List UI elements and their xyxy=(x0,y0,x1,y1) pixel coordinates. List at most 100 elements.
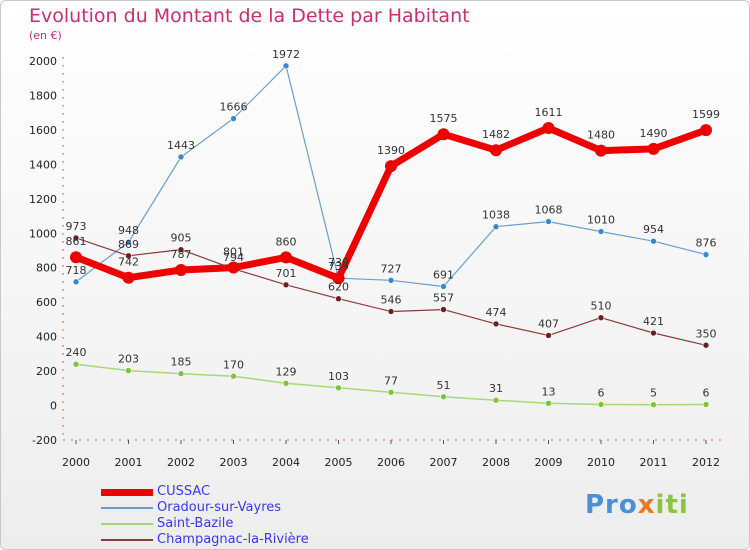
data-label: 860 xyxy=(276,235,297,248)
data-point xyxy=(702,251,710,258)
data-label: 6 xyxy=(598,387,605,400)
chart-title: Evolution du Montant de la Dette par Hab… xyxy=(29,5,470,27)
data-label: 794 xyxy=(223,251,244,264)
data-label: 876 xyxy=(696,237,717,250)
data-label: 691 xyxy=(433,269,454,282)
data-label: 739 xyxy=(328,256,349,269)
data-point xyxy=(440,283,447,290)
y-tick-label: 1000 xyxy=(29,227,57,240)
data-label: 203 xyxy=(118,353,139,366)
legend-swatch xyxy=(101,539,153,541)
line-chart: -200 0 200 400 600 800 1000 1200 1400 1600 1800 200… xyxy=(29,48,723,469)
data-label: 1390 xyxy=(377,144,405,157)
x-tick-label: 2011 xyxy=(640,456,668,469)
data-label: 13 xyxy=(542,385,556,398)
data-point xyxy=(335,384,342,392)
data-point xyxy=(650,237,657,245)
data-label: 973 xyxy=(66,220,87,233)
x-tick-label: 2004 xyxy=(272,456,300,469)
data-label: 718 xyxy=(66,264,87,277)
data-label: 869 xyxy=(118,238,139,251)
data-point xyxy=(72,360,80,368)
data-label: 1482 xyxy=(482,128,510,141)
data-point xyxy=(230,115,237,122)
data-label: 1480 xyxy=(587,129,615,142)
y-tick-label: 1200 xyxy=(29,193,57,206)
x-tick-label: 2000 xyxy=(62,456,90,469)
data-label: 240 xyxy=(66,346,87,359)
data-point xyxy=(122,271,135,284)
data-point xyxy=(597,401,605,408)
data-point xyxy=(175,263,187,276)
data-label: 1010 xyxy=(587,214,615,227)
data-point xyxy=(125,367,132,374)
data-point xyxy=(440,393,447,401)
x-tick-label: 2003 xyxy=(220,456,248,469)
chart-unit: (en €) xyxy=(29,29,62,42)
data-label: 421 xyxy=(643,315,664,328)
data-label: 1611 xyxy=(535,106,563,119)
y-tick-label: -200 xyxy=(32,434,57,447)
data-label: 739 xyxy=(328,260,349,273)
data-point xyxy=(542,122,555,135)
data-point xyxy=(332,272,345,285)
y-tick-label: 2000 xyxy=(29,55,57,68)
data-point xyxy=(492,396,500,404)
data-point xyxy=(387,308,395,315)
data-label: 557 xyxy=(433,292,454,305)
data-label: 6 xyxy=(703,387,710,400)
data-point xyxy=(437,128,450,141)
data-label: 948 xyxy=(118,224,139,237)
data-label: 31 xyxy=(489,382,503,395)
data-point xyxy=(335,295,342,303)
data-point xyxy=(282,62,290,70)
data-point xyxy=(177,370,185,377)
data-label: 1666 xyxy=(220,101,248,114)
data-point xyxy=(647,142,660,155)
data-label: 905 xyxy=(171,232,192,245)
data-label: 801 xyxy=(223,246,244,259)
x-tick-label: 2009 xyxy=(535,456,563,469)
legend-label: CUSSAC xyxy=(157,484,211,499)
data-point xyxy=(227,261,240,274)
data-label: 1972 xyxy=(272,48,300,61)
data-point xyxy=(280,251,292,264)
x-tick-label: 2006 xyxy=(377,456,405,469)
data-point xyxy=(282,281,290,289)
data-label: 701 xyxy=(276,267,297,280)
data-label: 787 xyxy=(171,248,192,261)
x-tick-label: 2005 xyxy=(325,456,353,469)
x-tick-label: 2012 xyxy=(692,456,720,469)
data-label: 1599 xyxy=(692,108,720,121)
y-tick-label: 800 xyxy=(36,262,57,275)
x-tick-label: 2001 xyxy=(115,456,143,469)
data-label: 170 xyxy=(223,358,244,371)
legend-swatch xyxy=(101,507,153,509)
data-label: 407 xyxy=(538,317,559,330)
data-label: 1575 xyxy=(430,112,458,125)
y-tick-label: 200 xyxy=(36,365,57,378)
data-point xyxy=(282,380,290,387)
data-point xyxy=(597,314,605,321)
data-point xyxy=(440,306,447,313)
y-tick-label: 1400 xyxy=(29,158,57,171)
data-label: 77 xyxy=(384,374,398,387)
data-label: 5 xyxy=(650,387,657,400)
data-label: 185 xyxy=(171,356,192,369)
data-label: 861 xyxy=(66,235,87,248)
data-point xyxy=(230,372,237,380)
data-point xyxy=(545,218,552,225)
data-label: 620 xyxy=(328,281,349,294)
y-tick-label: 1800 xyxy=(29,89,57,102)
data-point xyxy=(490,144,502,157)
data-label: 954 xyxy=(643,223,664,236)
legend-swatch xyxy=(101,523,153,525)
legend-swatch xyxy=(101,489,153,496)
data-point xyxy=(72,278,80,286)
data-label: 1038 xyxy=(482,209,510,222)
data-point xyxy=(700,124,712,137)
data-point xyxy=(545,332,552,339)
data-point xyxy=(177,246,185,253)
data-point xyxy=(492,223,500,231)
